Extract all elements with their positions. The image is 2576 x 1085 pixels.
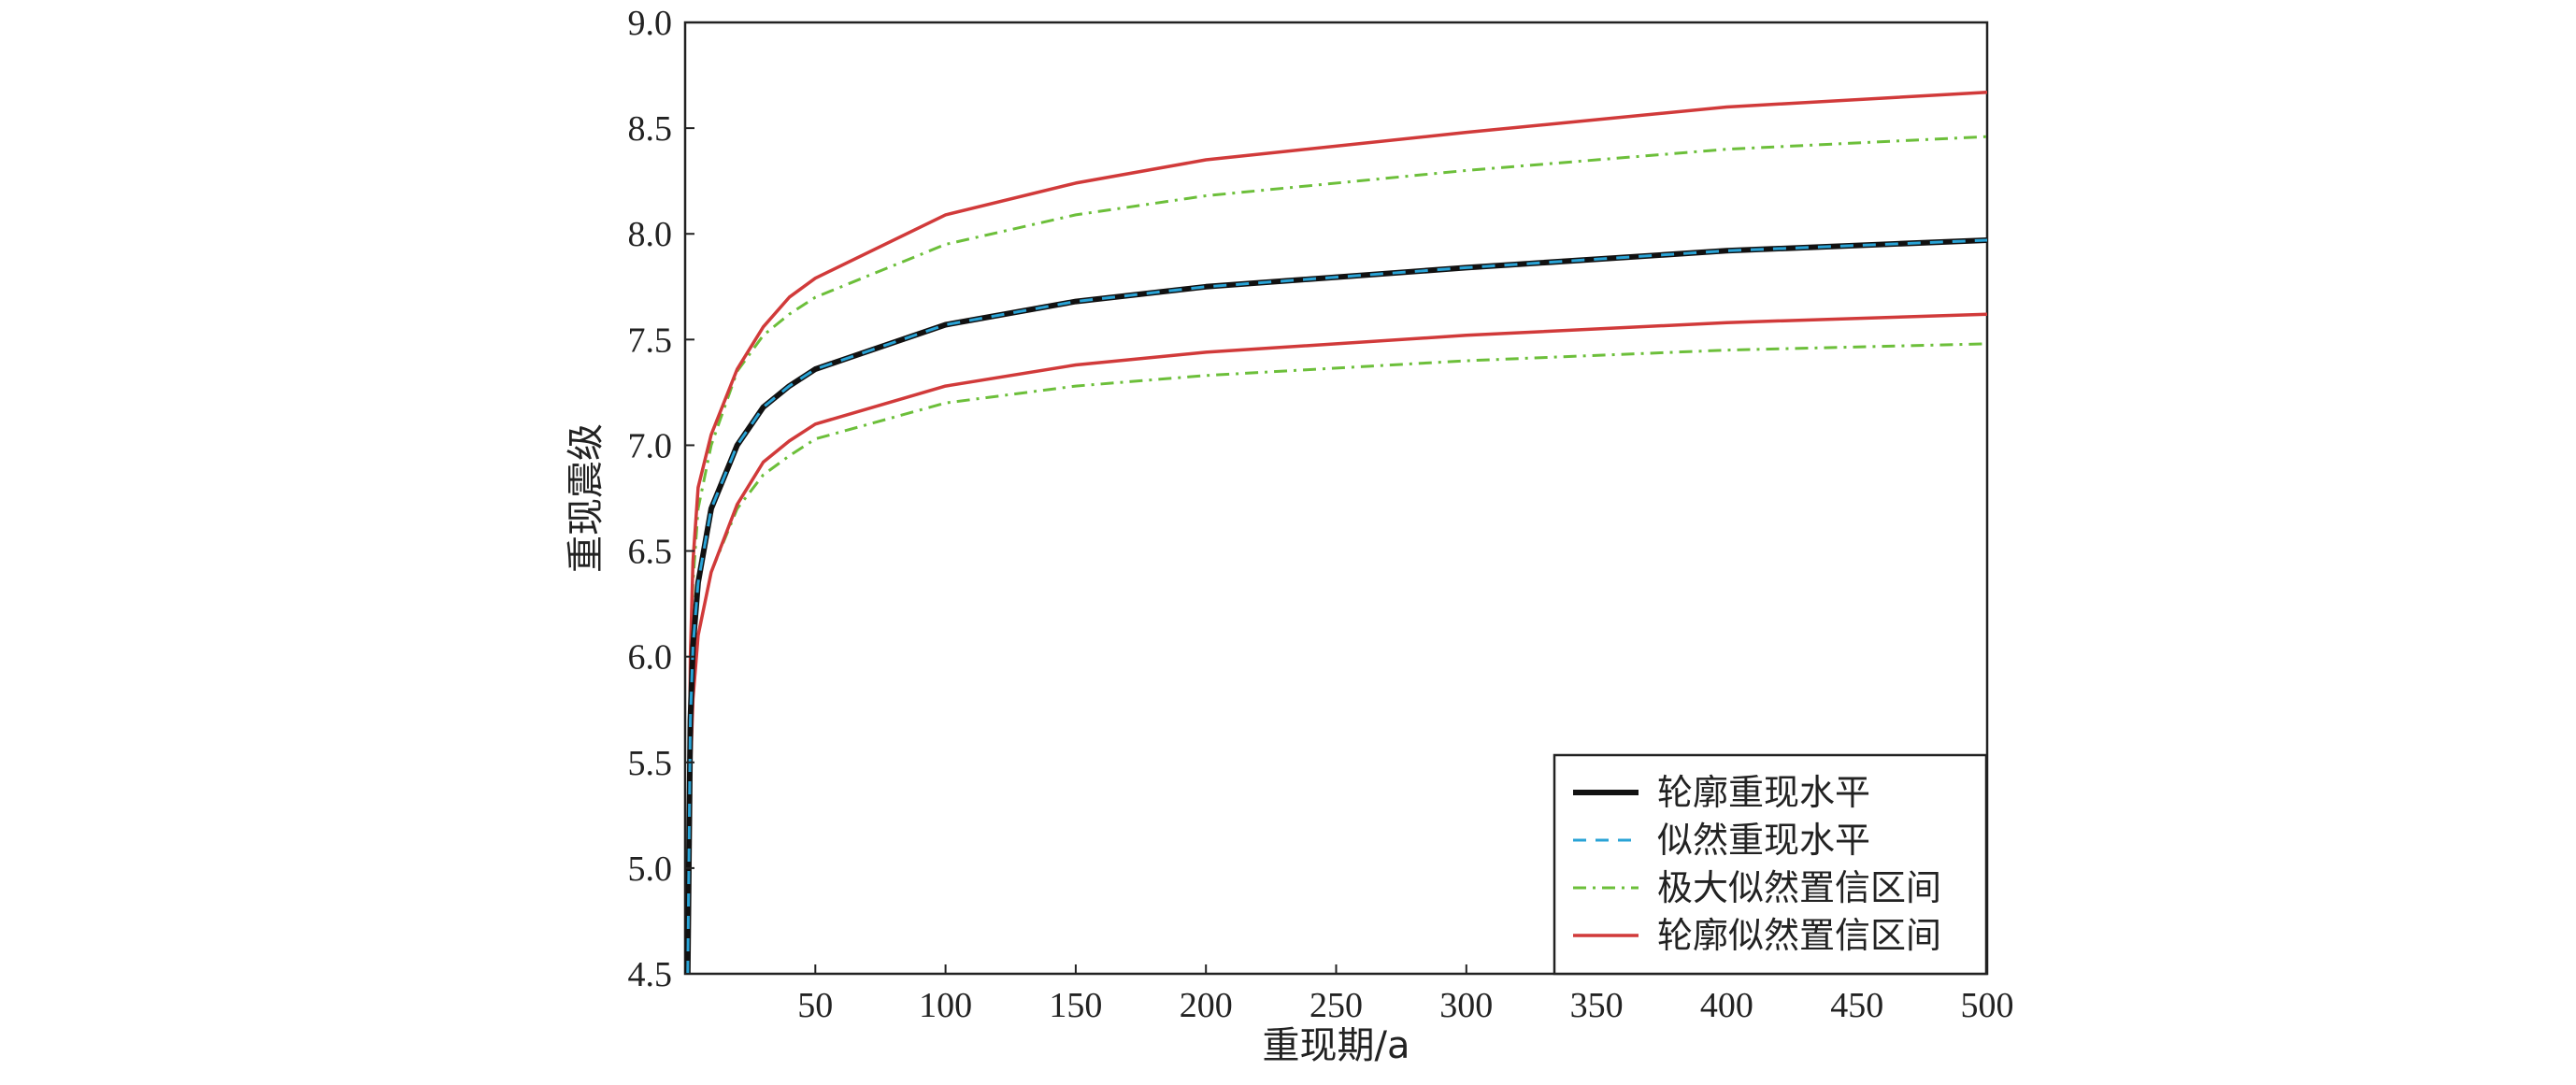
y-tick-label: 6.0	[628, 638, 673, 678]
y-tick-label: 5.5	[628, 744, 673, 783]
x-tick-label: 50	[797, 986, 833, 1025]
x-tick-label: 150	[1049, 986, 1102, 1025]
x-tick-label: 400	[1700, 986, 1753, 1025]
series-layer	[684, 90, 1988, 975]
legend-label: 轮廓似然置信区间	[1657, 915, 1941, 956]
legend-label: 极大似然置信区间	[1657, 867, 1941, 908]
x-tick-label: 100	[919, 986, 972, 1025]
y-axis-title: 重现震级	[565, 423, 608, 573]
y-tick-label: 6.5	[628, 533, 673, 572]
x-tick-label: 500	[1961, 986, 2014, 1025]
y-tick-label: 7.0	[628, 426, 673, 465]
series-line-2	[686, 238, 1988, 975]
x-axis-title: 重现期/a	[1263, 1024, 1410, 1067]
series-line-5	[686, 90, 1988, 975]
y-tick-label: 5.0	[628, 849, 673, 889]
y-axis: 4.5 5.0 5.5 6.0 6.5 7.0 7.5 8.0 8.5 9.0	[628, 4, 694, 994]
y-tick-label: 7.5	[628, 321, 673, 360]
x-axis: 50 100 150 200 250 300 350 400 450 500	[797, 964, 2014, 1025]
series-line-6	[686, 312, 1988, 975]
y-tick-label: 4.5	[628, 955, 673, 994]
legend-label: 轮廓重现水平	[1657, 772, 1870, 813]
x-tick-label: 450	[1830, 986, 1883, 1025]
y-tick-label: 8.5	[628, 109, 673, 149]
y-tick-label: 8.0	[628, 215, 673, 254]
x-tick-label: 250	[1309, 986, 1363, 1025]
x-tick-label: 300	[1439, 986, 1493, 1025]
legend-label: 似然重现水平	[1657, 820, 1870, 861]
x-tick-label: 200	[1180, 986, 1233, 1025]
y-tick-label: 9.0	[628, 4, 673, 43]
x-tick-label: 350	[1570, 986, 1624, 1025]
